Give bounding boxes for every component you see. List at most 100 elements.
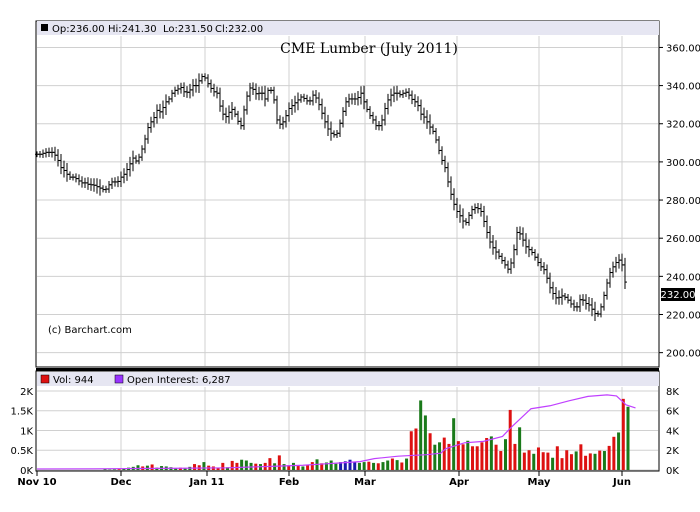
volume-bar — [193, 464, 197, 470]
x-axis-label: Feb — [279, 477, 299, 488]
volume-bar — [527, 450, 531, 470]
volume-bar — [621, 398, 625, 470]
volume-bar — [555, 446, 559, 470]
volume-bar — [419, 400, 423, 470]
volume-bar — [584, 455, 588, 470]
price-panel — [35, 20, 660, 368]
volume-bar — [221, 462, 225, 470]
volume-bar — [602, 451, 606, 470]
price-tick-label: 360.00 — [666, 43, 700, 54]
volume-bar — [235, 462, 239, 470]
volume-bar — [310, 462, 314, 470]
volume-bar — [536, 447, 540, 470]
volume-bar — [301, 466, 305, 470]
volume-bar — [607, 445, 611, 470]
close-label: Cl:232.00 — [215, 24, 263, 35]
x-axis-labels: Nov 10 Dec Jan 11 Feb Mar Apr May Jun — [17, 471, 631, 488]
volume-bar — [409, 431, 413, 470]
volume-bar — [339, 462, 343, 470]
volume-gridlines — [37, 387, 658, 471]
volume-axis-ticks: 2K 1.5K 1K 0.5K 0K 8K 6K 4K 2K 0K — [11, 387, 680, 477]
volume-bar — [518, 427, 522, 470]
volume-bar — [174, 468, 178, 470]
open-interest-tick-label: 0K — [666, 466, 679, 477]
x-axis-label: Dec — [110, 477, 131, 488]
volume-bar — [230, 460, 234, 470]
volume-bar — [588, 453, 592, 470]
x-axis-label: Apr — [449, 477, 469, 488]
open-interest-legend-swatch — [114, 374, 124, 384]
volume-bar — [320, 463, 324, 470]
volume-bar — [466, 440, 470, 470]
volume-bar — [372, 462, 376, 470]
volume-bar — [574, 451, 578, 470]
volume-bar — [612, 436, 616, 470]
volume-bar — [532, 453, 536, 470]
volume-bar — [442, 437, 446, 470]
volume-bar — [291, 462, 295, 470]
open-interest-tick-label: 8K — [666, 387, 679, 398]
price-info-bar — [37, 21, 659, 35]
panel-divider — [36, 368, 659, 371]
open-label: Op:236.00 — [52, 24, 105, 35]
volume-bar — [433, 444, 437, 470]
volume-bar — [551, 457, 555, 470]
price-tick-label: 260.00 — [666, 234, 700, 245]
volume-bar — [438, 442, 442, 470]
volume-bar — [598, 450, 602, 470]
volume-bar — [202, 462, 206, 470]
volume-info-bar — [37, 372, 659, 386]
volume-bar — [244, 460, 248, 470]
x-axis-label: May — [528, 477, 551, 488]
volume-bar — [423, 415, 427, 470]
volume-bar — [226, 467, 230, 470]
price-gridlines — [37, 36, 658, 366]
volume-bar — [456, 441, 460, 470]
volume-bar — [541, 452, 545, 470]
volume-bar — [367, 461, 371, 470]
volume-label: Vol: 944 — [53, 375, 94, 386]
volume-bar — [122, 468, 126, 470]
volume-bar — [353, 462, 357, 470]
volume-legend-swatch — [40, 374, 50, 384]
volume-tick-label: 0.5K — [11, 446, 34, 457]
open-interest-tick-label: 6K — [666, 407, 679, 418]
volume-bar — [390, 458, 394, 470]
volume-bar — [334, 463, 338, 470]
price-info-marker — [41, 24, 48, 31]
volume-tick-label: 1K — [20, 426, 33, 437]
volume-tick-label: 2K — [20, 387, 33, 398]
volume-bar — [617, 432, 621, 470]
volume-bar — [452, 418, 456, 470]
volume-bar — [136, 465, 140, 470]
volume-bar — [565, 450, 569, 470]
high-label: Hi:241.30 — [108, 24, 157, 35]
volume-bar — [480, 442, 484, 470]
x-axis-label: Jun — [612, 477, 631, 488]
price-tick-label: 300.00 — [666, 158, 700, 169]
volume-bar — [240, 459, 244, 470]
volume-tick-label: 0K — [20, 466, 33, 477]
volume-bar — [306, 465, 310, 470]
copyright-label: (c) Barchart.com — [48, 325, 132, 336]
volume-bar — [381, 462, 385, 470]
open-interest-line — [36, 394, 636, 470]
volume-bar — [329, 460, 333, 470]
volume-bar — [475, 446, 479, 470]
volume-bar — [268, 458, 272, 470]
volume-bar — [461, 444, 465, 470]
x-axis-label: Mar — [354, 477, 376, 488]
volume-bar — [400, 462, 404, 470]
volume-bar — [414, 428, 418, 470]
volume-bar — [117, 469, 121, 470]
open-interest-tick-label: 2K — [666, 446, 679, 457]
volume-bar — [447, 443, 451, 470]
volume-bars — [103, 398, 630, 470]
x-axis-label: Nov 10 — [17, 477, 56, 488]
price-tick-label: 320.00 — [666, 120, 700, 131]
volume-bar — [348, 459, 352, 470]
volume-bar — [296, 466, 300, 470]
last-price-box — [661, 288, 695, 301]
volume-bar — [277, 455, 281, 470]
